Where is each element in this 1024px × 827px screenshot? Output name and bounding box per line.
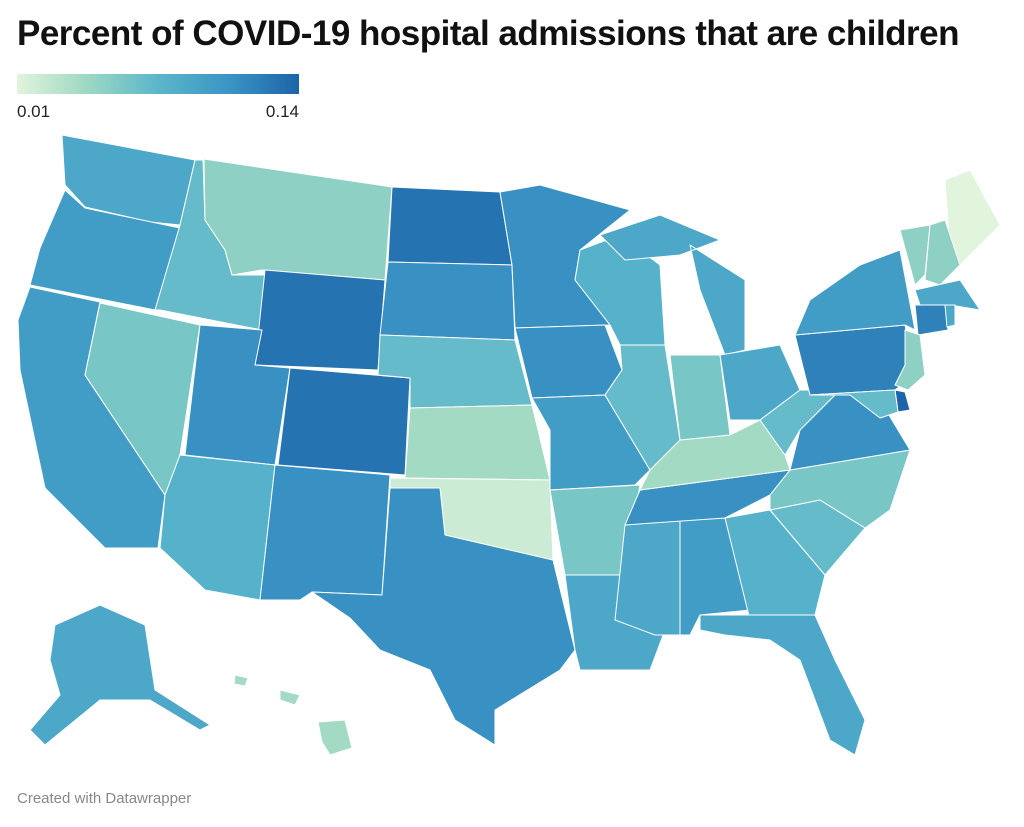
state-nj[interactable] <box>894 329 926 391</box>
state-co[interactable] <box>277 367 411 476</box>
state-nm[interactable] <box>259 464 391 601</box>
state-wv[interactable] <box>759 389 841 456</box>
state-fl[interactable] <box>699 614 866 756</box>
legend-min-label: 0.01 <box>17 102 51 121</box>
state-ri[interactable] <box>944 304 956 328</box>
legend-max-label: 0.14 <box>265 102 299 121</box>
state-az[interactable] <box>159 454 276 601</box>
state-mt[interactable] <box>203 158 393 281</box>
us-choropleth-map <box>17 134 1001 756</box>
state-nd[interactable] <box>387 186 513 266</box>
state-ny[interactable] <box>794 249 916 336</box>
state-md[interactable] <box>809 389 899 419</box>
state-ct[interactable] <box>914 304 949 336</box>
state-sd[interactable] <box>379 261 516 341</box>
legend-gradient-bar <box>17 74 299 94</box>
state-wy[interactable] <box>254 269 386 371</box>
state-ak[interactable] <box>29 604 211 746</box>
state-ks[interactable] <box>404 404 551 481</box>
state-ga[interactable] <box>724 509 826 621</box>
credit-footer: Created with Datawrapper <box>17 790 192 807</box>
state-ma[interactable] <box>914 279 981 311</box>
state-shapes <box>17 134 1001 756</box>
state-in[interactable] <box>669 354 731 441</box>
color-legend: 0.01 0.14 <box>17 74 299 124</box>
state-hi[interactable] <box>233 674 353 756</box>
state-ia[interactable] <box>514 324 623 399</box>
state-nh[interactable] <box>924 219 961 286</box>
state-ms[interactable] <box>614 519 681 636</box>
state-tx[interactable] <box>311 487 576 746</box>
chart-title: Percent of COVID-19 hospital admissions … <box>17 14 960 53</box>
